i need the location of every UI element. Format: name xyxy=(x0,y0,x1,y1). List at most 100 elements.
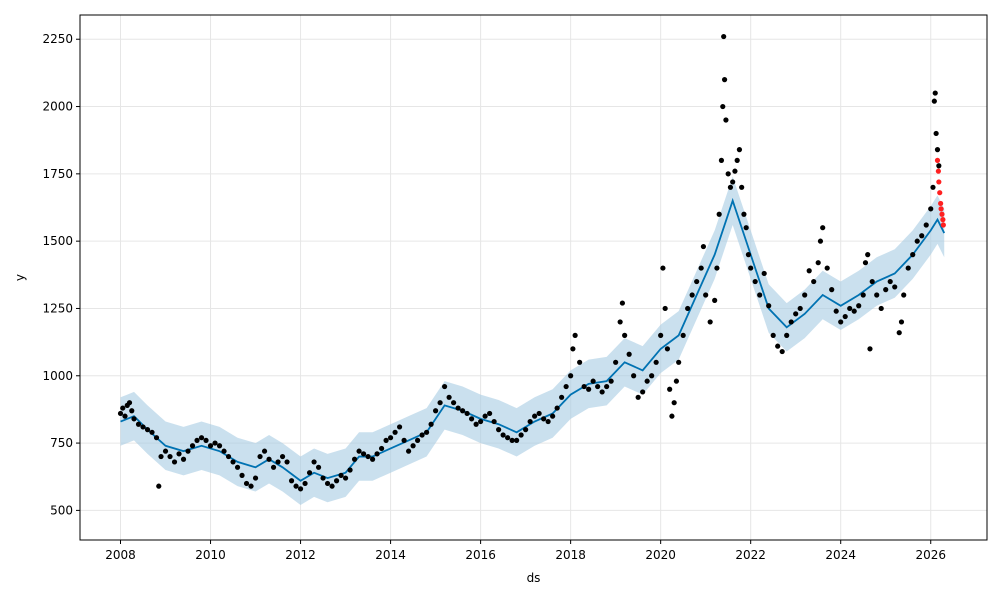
forecast-interval-band xyxy=(120,176,945,506)
observed-point xyxy=(664,346,671,352)
observed-point xyxy=(351,456,358,462)
observed-point xyxy=(896,330,902,336)
observed-point xyxy=(631,373,637,379)
observed-point xyxy=(221,448,227,454)
observed-point xyxy=(727,184,734,190)
observed-point xyxy=(887,278,893,285)
observed-point xyxy=(622,332,628,338)
x-axis-label: ds xyxy=(527,571,541,585)
observed-point xyxy=(158,453,164,460)
observed-point xyxy=(230,459,236,465)
observed-point xyxy=(347,467,353,473)
observed-point xyxy=(775,343,781,349)
observed-point xyxy=(162,448,169,454)
y-tick-label: 1000 xyxy=(42,369,73,383)
observed-point xyxy=(342,475,349,481)
observed-point xyxy=(619,300,625,306)
forecast-line xyxy=(120,197,946,482)
observed-point xyxy=(867,346,873,352)
observed-point xyxy=(934,147,941,153)
recent-observed-point xyxy=(936,179,942,185)
observed-point xyxy=(527,418,533,425)
observed-point xyxy=(862,260,869,266)
forecast-line-layer xyxy=(120,197,946,482)
observed-point xyxy=(129,408,135,414)
observed-point xyxy=(545,418,551,425)
observed-point xyxy=(563,383,569,390)
recent-observed-point xyxy=(937,190,943,196)
observed-point xyxy=(833,308,839,314)
observed-point xyxy=(923,222,929,228)
observed-point xyxy=(117,410,124,417)
observed-point xyxy=(279,453,286,460)
observed-point xyxy=(932,90,938,96)
observed-point xyxy=(707,319,713,325)
observed-point xyxy=(523,427,529,433)
observed-point xyxy=(703,292,709,298)
observed-point xyxy=(446,394,452,400)
observed-point xyxy=(288,478,295,484)
observed-point xyxy=(442,383,448,390)
observed-point xyxy=(676,359,682,365)
observed-point xyxy=(482,413,488,419)
observed-point xyxy=(851,308,857,314)
observed-point xyxy=(815,260,821,266)
observed-point xyxy=(550,413,556,419)
observed-point xyxy=(721,33,727,40)
observed-point xyxy=(167,453,173,460)
observed-point xyxy=(437,400,443,406)
observed-point xyxy=(720,103,726,110)
observed-point xyxy=(324,480,331,487)
x-tick-label: 2020 xyxy=(645,548,676,562)
observed-point xyxy=(572,332,578,338)
observed-point xyxy=(297,486,304,492)
recent-observed-point xyxy=(940,217,946,223)
observed-point xyxy=(847,305,853,312)
observed-point xyxy=(723,117,729,123)
observed-point xyxy=(185,448,191,454)
observed-point xyxy=(469,416,475,422)
observed-point xyxy=(270,464,277,470)
observed-point xyxy=(464,410,470,417)
observed-point xyxy=(685,305,691,312)
observed-point xyxy=(378,445,385,452)
observed-point xyxy=(306,470,313,476)
observed-point xyxy=(595,383,601,390)
observed-point xyxy=(536,410,542,417)
observed-point xyxy=(811,278,817,285)
observed-point xyxy=(496,427,502,433)
observed-point xyxy=(405,448,412,454)
observed-point xyxy=(658,332,664,338)
x-tick-label: 2014 xyxy=(375,548,406,562)
observed-point xyxy=(761,270,767,277)
observed-point xyxy=(333,478,340,484)
y-axis-ticks: 500 750 1000 1250 1500 1750 2000 2250 xyxy=(42,32,80,517)
x-tick-label: 2024 xyxy=(825,548,856,562)
x-tick-label: 2012 xyxy=(285,548,316,562)
observed-point xyxy=(770,332,776,338)
observed-point xyxy=(156,483,162,489)
observed-point xyxy=(892,284,898,290)
plot-area-frame xyxy=(79,14,988,541)
observed-point xyxy=(700,243,707,250)
observed-point xyxy=(541,416,547,422)
observed-point xyxy=(660,265,666,271)
observed-point xyxy=(933,130,939,137)
observed-point xyxy=(817,238,824,244)
x-tick-label: 2008 xyxy=(105,548,136,562)
observed-point xyxy=(120,405,126,411)
observed-point xyxy=(931,98,937,104)
observed-point xyxy=(714,265,720,271)
observed-point xyxy=(225,453,232,460)
observed-point xyxy=(784,332,790,338)
observed-point xyxy=(838,319,844,325)
observed-point xyxy=(667,386,673,392)
observed-point xyxy=(689,292,695,298)
observed-point xyxy=(131,416,137,422)
observed-point xyxy=(599,389,605,395)
observed-point xyxy=(745,252,752,258)
observed-point xyxy=(392,429,398,435)
grid-layer xyxy=(80,15,987,540)
observed-point xyxy=(153,435,160,441)
y-tick-label: 1250 xyxy=(42,301,73,315)
